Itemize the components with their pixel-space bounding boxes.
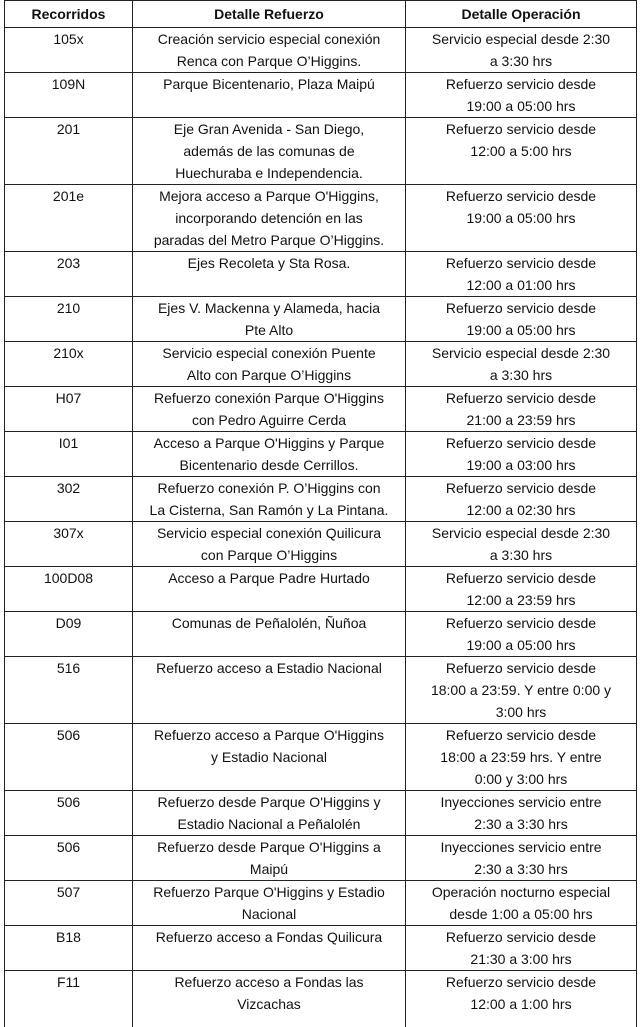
route-cell: B18: [5, 926, 133, 971]
operation-cell: Refuerzo servicio desde 21:00 a 23:59 hr…: [406, 387, 637, 432]
operation-cell: Refuerzo servicio desde 12:00 a 01:00 hr…: [406, 252, 637, 297]
route-cell: 201: [5, 118, 133, 185]
detail-cell: Servicio especial conexión Puente Alto c…: [133, 342, 406, 387]
detail-cell: Refuerzo acceso a Estadio Nacional: [133, 657, 406, 724]
detail-cell: Refuerzo acceso a Parque O'Higgins y Est…: [133, 724, 406, 791]
operation-cell: Refuerzo servicio desde 12:00 a 5:00 hrs: [406, 118, 637, 185]
detail-cell: Refuerzo desde Parque O'Higgins y Estadi…: [133, 791, 406, 836]
operation-cell: Refuerzo servicio desde 12:00 a 02:30 hr…: [406, 477, 637, 522]
route-cell: 506: [5, 724, 133, 791]
operation-cell: Inyecciones servicio entre 2:30 a 3:30 h…: [406, 791, 637, 836]
detail-cell: Acceso a Parque Padre Hurtado: [133, 567, 406, 612]
operation-cell: Servicio especial desde 2:30 a 3:30 hrs: [406, 28, 637, 73]
detail-cell: Ejes Recoleta y Sta Rosa.: [133, 252, 406, 297]
route-cell: 506: [5, 836, 133, 881]
routes-table: Recorridos Detalle Refuerzo Detalle Oper…: [4, 0, 637, 1027]
route-cell: 201e: [5, 185, 133, 252]
detail-cell: Refuerzo desde Parque O'Higgins a Maipú: [133, 836, 406, 881]
detail-cell: Refuerzo acceso a Fondas las Vizcachas: [133, 971, 406, 1027]
route-cell: 302: [5, 477, 133, 522]
detail-cell: Refuerzo Parque O'Higgins y Estadio Naci…: [133, 881, 406, 926]
detail-cell: Ejes V. Mackenna y Alameda, hacia Pte Al…: [133, 297, 406, 342]
route-cell: H07: [5, 387, 133, 432]
route-cell: I01: [5, 432, 133, 477]
detail-cell: Mejora acceso a Parque O'Higgins, incorp…: [133, 185, 406, 252]
detail-cell: Acceso a Parque O'Higgins y Parque Bicen…: [133, 432, 406, 477]
operation-cell: Refuerzo servicio desde 19:00 a 05:00 hr…: [406, 73, 637, 118]
operation-cell: Refuerzo servicio desde 18:00 a 23:59. Y…: [406, 657, 637, 724]
detail-cell: Parque Bicentenario, Plaza Maipú: [133, 73, 406, 118]
operation-cell: Inyecciones servicio entre 2:30 a 3:30 h…: [406, 836, 637, 881]
header-recorridos: Recorridos: [5, 1, 133, 28]
route-cell: F11: [5, 971, 133, 1027]
route-cell: 506: [5, 791, 133, 836]
detail-cell: Comunas de Peñalolén, Ñuñoa: [133, 612, 406, 657]
route-cell: 516: [5, 657, 133, 724]
route-cell: 105x: [5, 28, 133, 73]
operation-cell: Operación nocturno especial desde 1:00 a…: [406, 881, 637, 926]
route-cell: 203: [5, 252, 133, 297]
operation-cell: Servicio especial desde 2:30 a 3:30 hrs: [406, 342, 637, 387]
detail-cell: Eje Gran Avenida - San Diego, además de …: [133, 118, 406, 185]
detail-cell: Refuerzo acceso a Fondas Quilicura: [133, 926, 406, 971]
header-row: Recorridos Detalle Refuerzo Detalle Oper…: [5, 1, 637, 28]
header-detalle-refuerzo: Detalle Refuerzo: [133, 1, 406, 28]
route-cell: 210: [5, 297, 133, 342]
route-cell: D09: [5, 612, 133, 657]
route-cell: 507: [5, 881, 133, 926]
operation-cell: Servicio especial desde 2:30 a 3:30 hrs: [406, 522, 637, 567]
route-cell: 100D08: [5, 567, 133, 612]
operation-cell: Refuerzo servicio desde 19:00 a 03:00 hr…: [406, 432, 637, 477]
operation-cell: Refuerzo servicio desde 21:30 a 3:00 hrs: [406, 926, 637, 971]
operation-cell: Refuerzo servicio desde 19:00 a 05:00 hr…: [406, 185, 637, 252]
operation-cell: Refuerzo servicio desde 12:00 a 1:00 hrs: [406, 971, 637, 1027]
detail-cell: Refuerzo conexión P. O’Higgins con La Ci…: [133, 477, 406, 522]
route-cell: 210x: [5, 342, 133, 387]
operation-cell: Refuerzo servicio desde 19:00 a 05:00 hr…: [406, 297, 637, 342]
detail-cell: Refuerzo conexión Parque O'Higgins con P…: [133, 387, 406, 432]
detail-cell: Creación servicio especial conexión Renc…: [133, 28, 406, 73]
operation-cell: Refuerzo servicio desde 18:00 a 23:59 hr…: [406, 724, 637, 791]
header-detalle-operacion: Detalle Operación: [406, 1, 637, 28]
operation-cell: Refuerzo servicio desde 19:00 a 05:00 hr…: [406, 612, 637, 657]
operation-cell: Refuerzo servicio desde 12:00 a 23:59 hr…: [406, 567, 637, 612]
route-cell: 307x: [5, 522, 133, 567]
route-cell: 109N: [5, 73, 133, 118]
detail-cell: Servicio especial conexión Quilicura con…: [133, 522, 406, 567]
